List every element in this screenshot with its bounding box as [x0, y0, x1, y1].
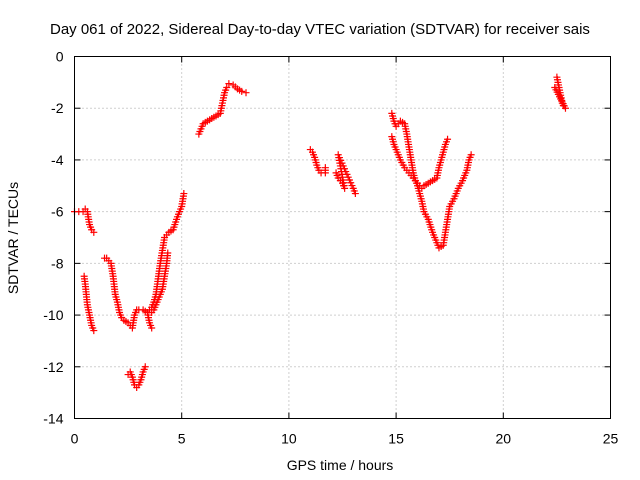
x-tick-label: 20 — [496, 431, 512, 447]
data-point — [238, 87, 246, 95]
y-tick-labels: 0 -2 -4 -6 -8 -10 -12 -14 — [43, 49, 63, 427]
y-tick-label: -2 — [51, 100, 64, 116]
data-point — [148, 324, 156, 332]
data-point — [90, 228, 98, 236]
x-axis-title: GPS time / hours — [287, 457, 394, 473]
data-point — [164, 249, 172, 257]
y-tick-label: -6 — [51, 204, 64, 220]
x-tick-label: 25 — [603, 431, 619, 447]
data-point — [180, 190, 188, 198]
x-tick-label: 0 — [71, 431, 79, 447]
x-tick-label: 5 — [178, 431, 186, 447]
chart-title: Day 061 of 2022, Sidereal Day-to-day VTE… — [50, 21, 590, 38]
x-tick-label: 10 — [281, 431, 297, 447]
y-tick-label: -14 — [43, 411, 63, 427]
y-tick-label: -10 — [43, 307, 63, 323]
data-point — [90, 327, 98, 335]
tick-marks — [74, 56, 611, 419]
plot-frame — [74, 56, 611, 419]
data-point — [551, 84, 559, 92]
data-point — [444, 135, 452, 143]
x-tick-labels: 0 5 10 15 20 25 — [71, 431, 619, 447]
data-point — [321, 164, 329, 172]
y-tick-label: -12 — [43, 359, 63, 375]
y-tick-label: -4 — [51, 152, 64, 168]
y-tick-label: 0 — [56, 49, 64, 65]
data-point — [141, 363, 149, 371]
y-tick-label: -8 — [51, 255, 64, 271]
data-point — [467, 151, 475, 159]
data-point — [225, 80, 233, 88]
x-tick-label: 15 — [388, 431, 404, 447]
y-axis-title: SDTVAR / TECUs — [5, 182, 21, 294]
data-point — [351, 190, 359, 198]
gridlines — [74, 56, 611, 419]
data-points — [71, 73, 569, 391]
data-point — [223, 84, 231, 92]
data-point — [242, 89, 250, 97]
